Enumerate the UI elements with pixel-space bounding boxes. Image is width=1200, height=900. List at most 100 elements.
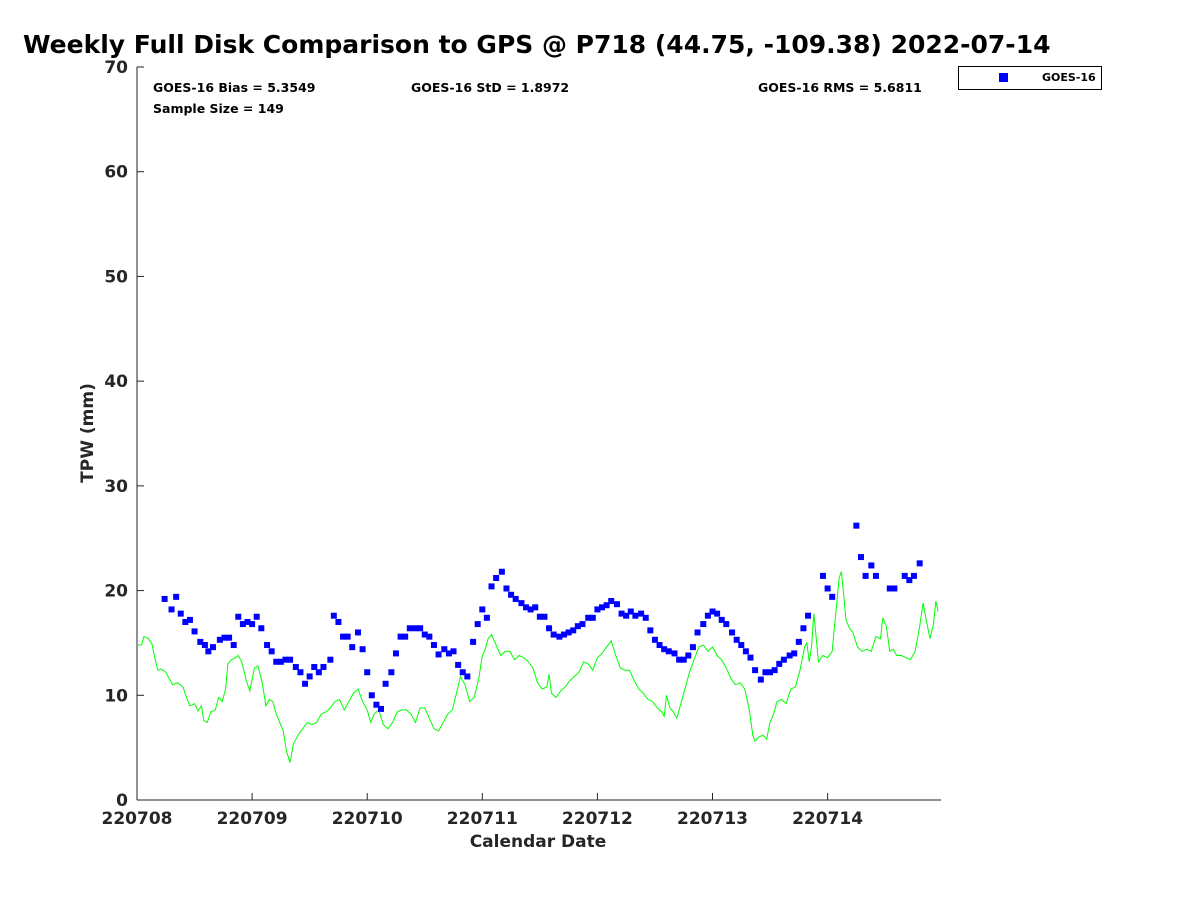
goes-16-point-88: [585, 614, 592, 621]
goes-16-point-49: [397, 633, 404, 640]
goes-16-point-146: [906, 577, 913, 584]
goes-16-point-21: [264, 642, 271, 649]
goes-16-point-65: [474, 621, 481, 628]
x-tick-label-220708: 220708: [102, 809, 173, 829]
y-tick-label-60: 60: [104, 163, 128, 183]
goes-16-point-99: [638, 610, 645, 617]
goes-16-point-70: [498, 568, 505, 575]
goes-16-point-15: [235, 613, 242, 620]
goes-16-point-141: [868, 562, 875, 569]
goes-16-point-56: [430, 642, 437, 649]
goes-16-point-129: [780, 656, 787, 663]
goes-16-point-133: [800, 625, 807, 632]
goes-16-point-64: [470, 638, 477, 645]
goes-16-point-25: [282, 656, 289, 663]
goes-16-point-1: [168, 606, 175, 613]
goes-16-point-144: [891, 585, 898, 592]
goes-16-point-32: [315, 669, 322, 676]
goes-16-point-67: [483, 614, 490, 621]
goes-16-point-14: [230, 642, 237, 649]
goes-16-point-52: [412, 625, 419, 632]
goes-16-point-51: [406, 625, 413, 632]
goes-16-point-116: [718, 616, 725, 623]
goes-16-point-103: [656, 642, 663, 649]
goes-16-point-27: [292, 664, 299, 671]
goes-16-point-108: [680, 656, 687, 663]
goes-16-point-139: [857, 554, 864, 561]
goes-16-point-57: [435, 651, 442, 658]
goes-16-point-106: [671, 650, 678, 657]
goes-16-point-69: [493, 575, 500, 582]
goes-16-point-105: [665, 648, 672, 655]
x-tick-label-220711: 220711: [447, 809, 518, 829]
goes-16-point-61: [455, 661, 462, 668]
goes-16-point-142: [872, 572, 879, 579]
goes-16-point-47: [388, 669, 395, 676]
goes-16-point-135: [819, 572, 826, 579]
goes-16-point-132: [795, 638, 802, 645]
goes-16-point-63: [464, 673, 471, 680]
goes-16-point-53: [417, 625, 424, 632]
goes-16-point-10: [209, 644, 216, 651]
goes-16-point-11: [216, 636, 223, 643]
goes-16-point-91: [599, 604, 606, 611]
goes-16-point-134: [805, 612, 812, 619]
goes-16-point-48: [392, 650, 399, 657]
x-axis-label: Calendar Date: [470, 832, 607, 852]
goes-16-point-86: [574, 623, 581, 630]
y-tick-label-20: 20: [104, 582, 128, 602]
goes-16-point-121: [742, 648, 749, 655]
goes-16-point-35: [330, 612, 337, 619]
goes-16-point-119: [733, 636, 740, 643]
goes-16-point-12: [221, 634, 228, 641]
goes-16-point-123: [752, 667, 759, 674]
goes-16-point-43: [368, 692, 375, 699]
gps-line: [137, 571, 939, 763]
x-tick-label-220713: 220713: [677, 809, 748, 829]
goes-16-point-148: [916, 560, 923, 567]
goes-16-point-45: [378, 705, 385, 712]
goes-16-point-140: [862, 572, 869, 579]
goes-16-point-109: [685, 652, 692, 659]
goes-16-point-30: [306, 673, 313, 680]
goes-16-point-78: [536, 613, 543, 620]
goes-16-point-110: [689, 644, 696, 651]
goes-16-point-73: [512, 595, 519, 602]
goes-16-point-114: [709, 608, 716, 615]
goes-16-point-66: [479, 606, 486, 613]
goes-16-point-28: [297, 669, 304, 676]
goes-16-point-101: [647, 627, 654, 634]
goes-16-point-34: [327, 656, 334, 663]
goes-16-point-115: [714, 610, 721, 617]
goes-16-point-93: [608, 598, 615, 605]
y-tick-label-70: 70: [104, 58, 128, 78]
goes-16-point-127: [771, 667, 778, 674]
goes-16-point-85: [570, 627, 577, 634]
goes-16-point-7: [197, 638, 204, 645]
goes-16-point-46: [382, 680, 389, 687]
goes-16-point-120: [738, 642, 745, 649]
goes-16-point-81: [550, 631, 557, 638]
goes-16-point-74: [518, 600, 525, 607]
legend-label-goes-16: GOES-16: [1042, 71, 1096, 84]
x-tick-label-220710: 220710: [332, 809, 403, 829]
gps-line-layer: [137, 571, 939, 763]
y-tick-label-40: 40: [104, 372, 128, 392]
goes-16-point-55: [426, 633, 433, 640]
goes-16-point-82: [556, 633, 563, 640]
goes-16-point-24: [277, 658, 284, 665]
goes-16-point-9: [205, 648, 212, 655]
goes-16-point-17: [244, 618, 251, 625]
goes-16-point-0: [161, 595, 168, 602]
y-tick-label-10: 10: [104, 686, 128, 706]
goes-16-point-16: [239, 621, 246, 628]
goes-16-point-84: [565, 629, 572, 636]
goes-16-point-5: [186, 616, 193, 623]
goes-16-point-83: [561, 631, 568, 638]
goes-16-point-37: [340, 633, 347, 640]
x-tick-label-220709: 220709: [217, 809, 288, 829]
goes-16-point-62: [459, 669, 466, 676]
goes-16-point-6: [191, 628, 198, 635]
goes-16-point-4: [182, 618, 189, 625]
